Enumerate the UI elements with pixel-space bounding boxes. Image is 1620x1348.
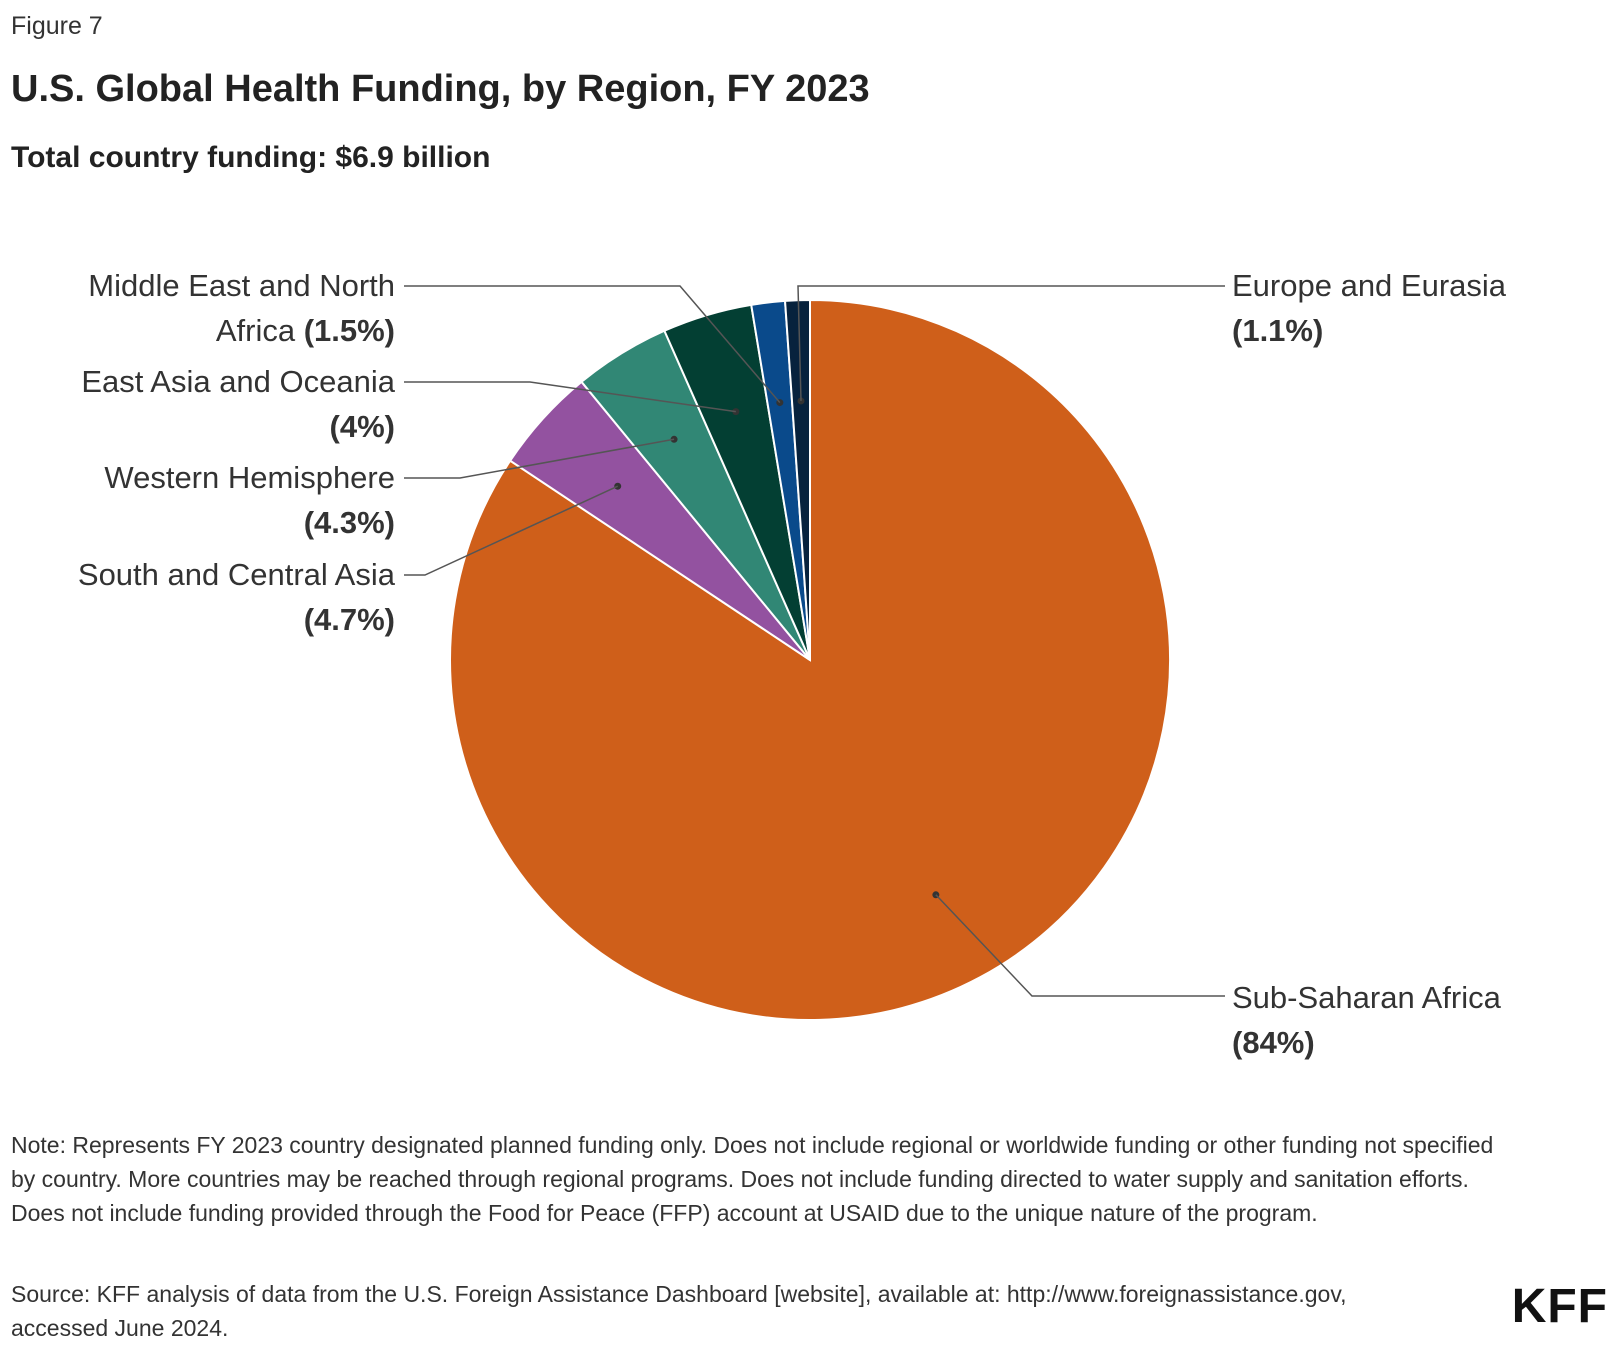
slice-label-middle-east-and-north-africa: Africa (1.5%) [216,313,395,348]
kff-logo: KFF [1511,1280,1608,1333]
pie-slice-europe-and-eurasia[interactable] [783,298,811,661]
slice-label-south-and-central-asia: South and Central Asia [78,557,396,592]
pie-chart: Sub-Saharan Africa (84%) South and Central… [78,268,1507,1060]
chart-title: U.S. Global Health Funding, by Region, F… [11,68,870,110]
slice-label-east-asia-and-oceania: East Asia and Oceania [81,364,395,399]
slice-pct-east-asia-and-oceania: (4%) [330,409,395,444]
slice-pct-europe-and-eurasia: (1.1%) [1232,313,1323,348]
slice-label-sub-saharan-africa: Sub-Saharan Africa [1232,980,1502,1015]
leader-lines [404,285,1225,997]
leader-line-europe-and-eurasia [797,285,1225,401]
leader-line-western-hemisphere [404,438,675,479]
slice-labels: Sub-Saharan Africa (84%) South and Central… [78,268,1507,1060]
pie-slices [449,298,1171,1021]
chart-source: Source: KFF analysis of data from the U.… [11,1281,1347,1341]
slice-pct-sub-saharan-africa: (84%) [1232,1025,1315,1060]
leader-line-sub-saharan-africa [935,894,1225,997]
leader-line-middle-east-and-north-africa [404,285,781,404]
slice-label-europe-and-eurasia: Europe and Eurasia [1232,268,1507,303]
slice-pct-south-and-central-asia: (4.7%) [304,602,395,637]
slice-label-western-hemisphere: Western Hemisphere [104,460,395,495]
slice-label-middle-east-and-north-africa: Middle East and North [88,268,395,303]
leader-line-east-asia-and-oceania [404,381,736,413]
figure-label: Figure 7 [11,12,103,40]
slice-pct-western-hemisphere: (4.3%) [304,505,395,540]
leader-line-south-and-central-asia [404,485,619,576]
chart-note: Note: Represents FY 2023 country designa… [11,1132,1494,1226]
chart-subtitle: Total country funding: $6.9 billion [11,141,491,174]
